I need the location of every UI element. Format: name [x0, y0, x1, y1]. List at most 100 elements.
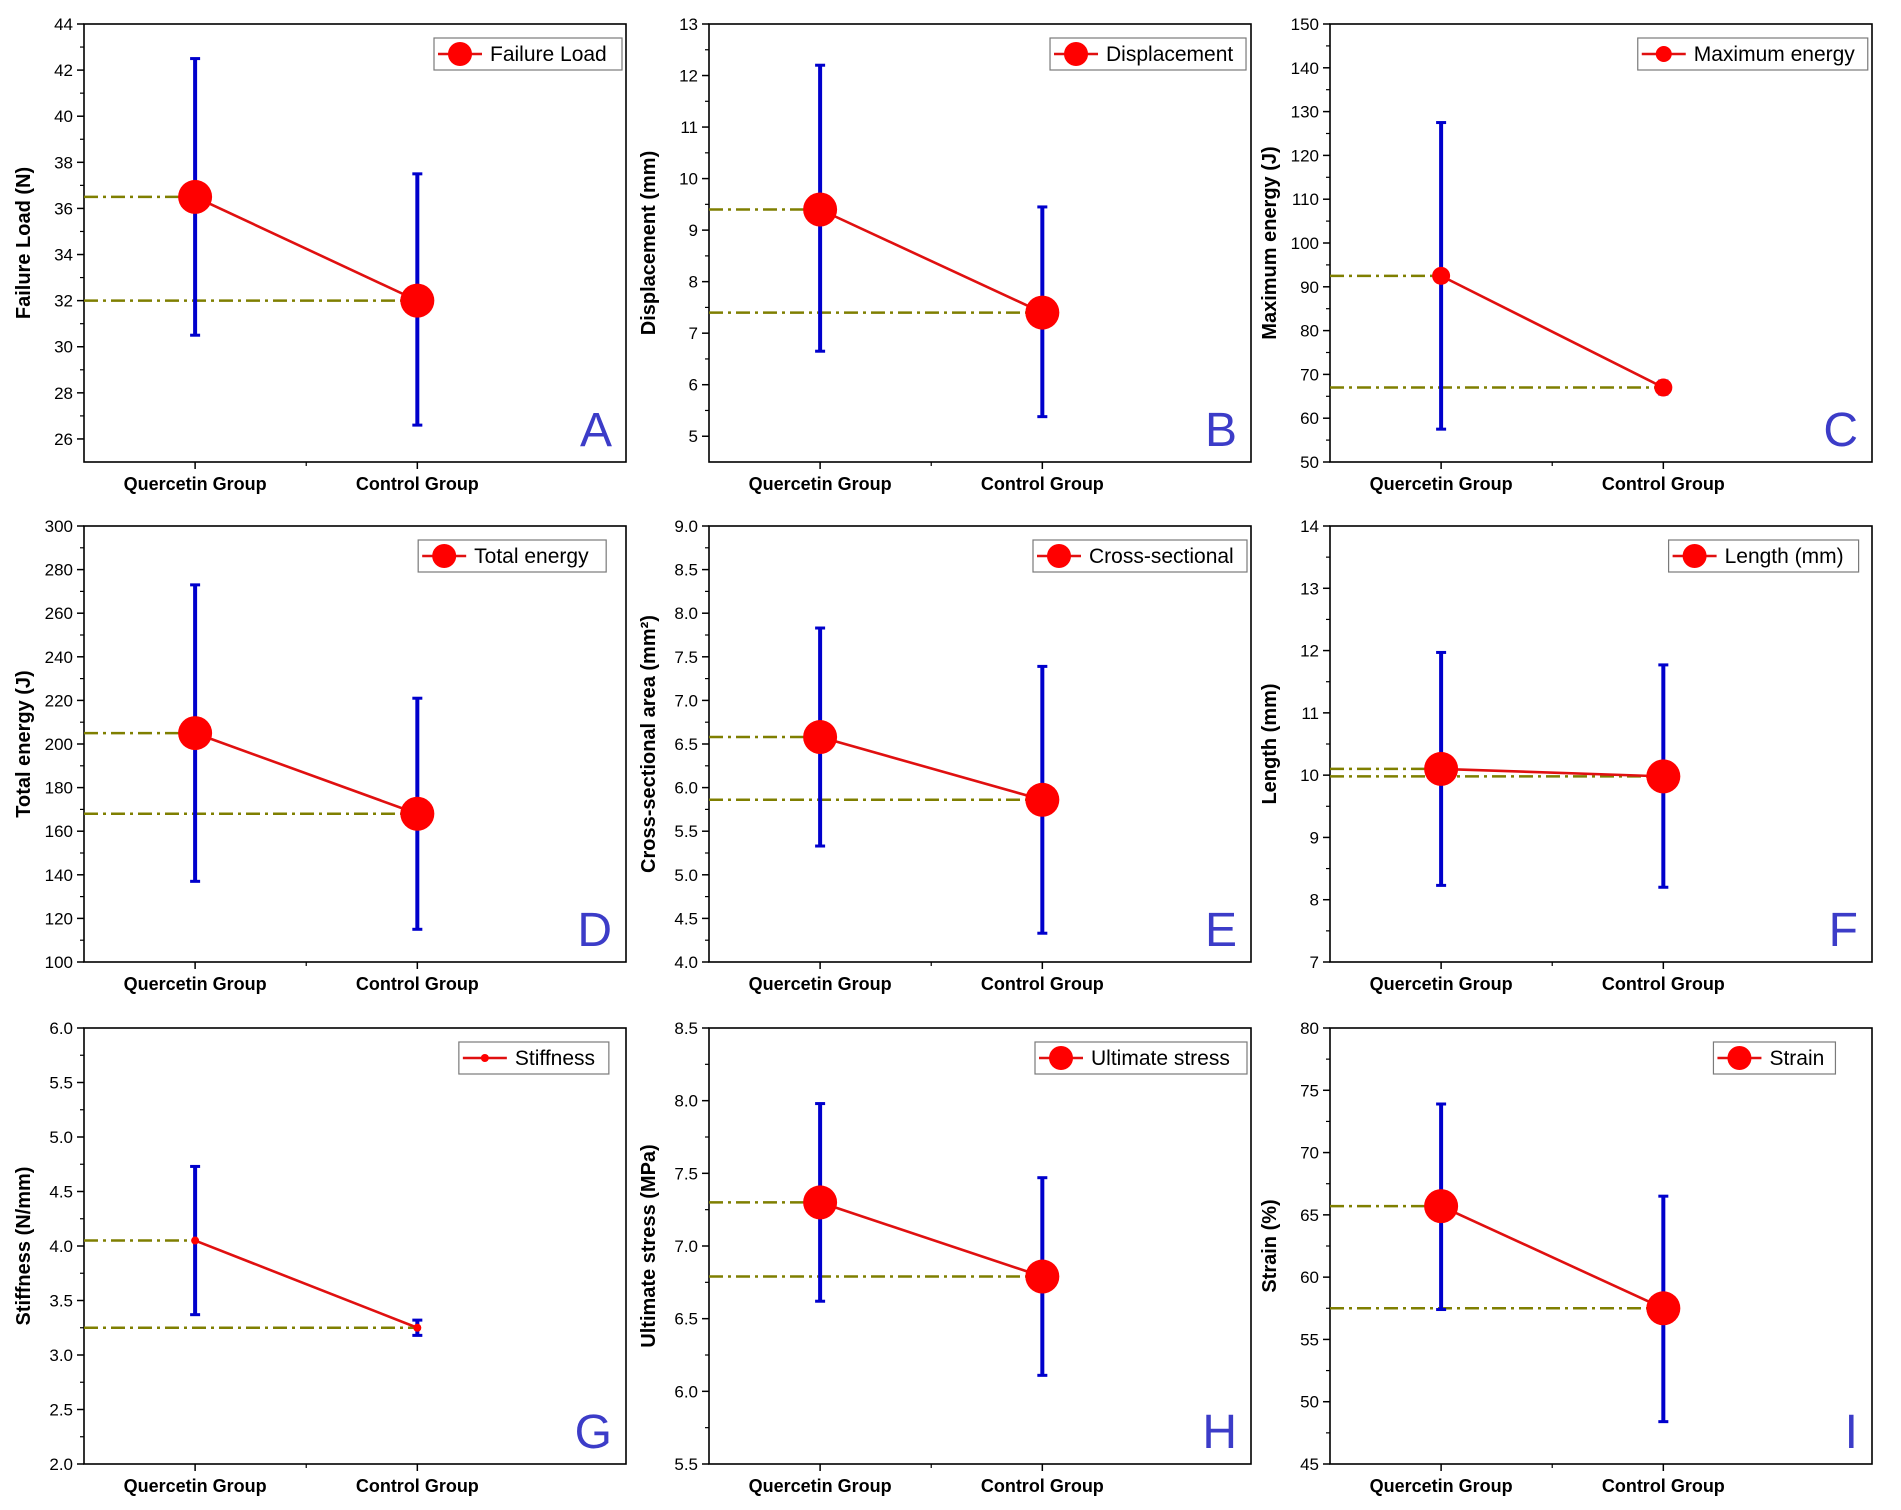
data-point [1646, 759, 1681, 794]
x-category-label: Control Group [356, 1476, 479, 1496]
y-axis-label: Displacement (mm) [638, 151, 660, 336]
y-tick-label: 3.0 [49, 1346, 73, 1365]
y-tick-label: 80 [1300, 1019, 1319, 1038]
x-category-label: Control Group [356, 974, 479, 994]
data-point [1654, 378, 1673, 397]
panel-letter-a: A [580, 404, 612, 457]
y-tick-label: 11 [680, 118, 698, 137]
mean-line [194, 195, 418, 302]
panel-letter-i: I [1845, 1406, 1858, 1459]
y-tick-label: 300 [45, 517, 73, 536]
data-point [1025, 1259, 1060, 1294]
data-point [1424, 751, 1459, 786]
legend-label: Total energy [474, 545, 589, 568]
mean-line [1441, 767, 1664, 778]
mean-line [194, 731, 418, 815]
y-tick-label: 26 [54, 430, 73, 449]
legend-marker-swatch [1049, 1046, 1073, 1070]
legend-label: Strain [1769, 1047, 1824, 1070]
panel-c: 50 60 70 80 90 100 110 120 130 140 150 Quercetin Gr… [1259, 15, 1873, 494]
panel-letter-b: B [1205, 404, 1237, 457]
y-tick-label: 7 [1310, 953, 1319, 972]
x-category-label: Quercetin Group [124, 974, 267, 994]
y-tick-label: 55 [1300, 1330, 1319, 1349]
panel-letter-f: F [1829, 904, 1858, 957]
y-tick-label: 30 [54, 338, 73, 357]
y-tick-label: 7.5 [674, 648, 698, 667]
axis-frame [1329, 23, 1873, 463]
y-tick-label: 4.5 [49, 1183, 73, 1202]
axis-frame [1329, 525, 1873, 963]
y-tick-label: 5.0 [674, 866, 698, 885]
y-tick-label: 6.0 [49, 1019, 73, 1038]
y-tick-label: 50 [1300, 453, 1319, 472]
y-tick-label: 14 [1300, 517, 1319, 536]
legend-label: Stiffness [515, 1047, 595, 1070]
data-point [400, 283, 435, 318]
legend: Maximum energy [1637, 37, 1869, 71]
y-tick-label: 6.5 [674, 1310, 698, 1329]
y-axis-label: Maximum energy (J) [1259, 146, 1281, 339]
y-tick-label: 7.5 [674, 1164, 698, 1183]
legend: Ultimate stress [1034, 1041, 1248, 1075]
legend-marker-swatch [1682, 544, 1707, 568]
y-tick-label: 28 [54, 384, 73, 403]
y-tick-label: 60 [1300, 1268, 1319, 1287]
data-point [1025, 295, 1060, 330]
y-axis-label: Total energy (J) [13, 670, 35, 817]
y-tick-label: 6.0 [674, 779, 698, 798]
y-tick-label: 260 [45, 604, 73, 623]
y-tick-label: 40 [54, 107, 73, 126]
y-tick-label: 10 [1300, 766, 1319, 785]
panel-f: 7 8 9 10 11 12 13 14 Quercetin Group Control Grou… [1259, 517, 1873, 994]
panel-a: 26 28 30 32 34 36 38 40 42 44 Quercetin Group Contr… [13, 15, 627, 494]
legend-label: Ultimate stress [1091, 1047, 1230, 1070]
y-tick-label: 34 [54, 246, 73, 265]
y-tick-label: 8.0 [674, 1092, 698, 1111]
y-tick-label: 13 [679, 15, 698, 34]
legend-marker-swatch [448, 42, 472, 66]
y-axis-label: Length (mm) [1259, 683, 1281, 804]
x-category-label: Control Group [1602, 974, 1725, 994]
y-tick-label: 8.5 [674, 1019, 698, 1038]
axis-frame [83, 23, 627, 463]
data-point [1025, 782, 1060, 817]
panel-e: 4.0 4.5 5.0 5.5 6.0 6.5 7.0 7.5 8.0 8.5 9.0 Quercet… [638, 517, 1252, 994]
y-tick-label: 11 [1301, 704, 1319, 723]
y-tick-label: 42 [54, 61, 73, 80]
x-category-label: Control Group [981, 974, 1104, 994]
legend-marker-swatch [1655, 46, 1672, 62]
x-category-label: Control Group [981, 1476, 1104, 1496]
y-tick-label: 50 [1300, 1393, 1319, 1412]
y-tick-label: 120 [1291, 146, 1319, 165]
y-tick-label: 5.5 [674, 822, 698, 841]
y-tick-label: 7 [689, 324, 698, 343]
panel-letter-e: E [1205, 904, 1237, 957]
x-category-label: Quercetin Group [749, 974, 892, 994]
data-point [413, 1323, 422, 1332]
panel-g: 2.0 2.5 3.0 3.5 4.0 4.5 5.0 5.5 6.0 Quercetin Gro… [13, 1019, 627, 1496]
x-category-label: Quercetin Group [124, 1476, 267, 1496]
x-category-label: Quercetin Group [1370, 974, 1513, 994]
axis-frame [708, 525, 1252, 963]
y-tick-label: 6 [689, 376, 698, 395]
data-point [400, 796, 435, 831]
y-tick-label: 160 [45, 822, 73, 841]
y-tick-label: 2.0 [49, 1455, 73, 1474]
y-axis-label: Cross-sectional area (mm²) [638, 615, 660, 873]
y-tick-label: 36 [54, 199, 73, 218]
x-category-label: Quercetin Group [749, 474, 892, 494]
y-tick-label: 60 [1300, 409, 1319, 428]
y-tick-label: 38 [54, 153, 73, 172]
legend-label: Displacement [1106, 43, 1233, 66]
y-tick-label: 13 [1300, 579, 1319, 598]
legend: Length (mm) [1667, 539, 1860, 573]
x-category-label: Quercetin Group [124, 474, 267, 494]
x-category-label: Quercetin Group [1370, 474, 1513, 494]
y-tick-label: 100 [1291, 234, 1319, 253]
mean-line [819, 208, 1043, 314]
y-tick-label: 10 [679, 170, 698, 189]
axis-frame [83, 525, 627, 963]
panel-i: 45 50 55 60 65 70 75 80 Quercetin Group Control G… [1259, 1019, 1873, 1496]
legend: Failure Load [433, 37, 623, 71]
